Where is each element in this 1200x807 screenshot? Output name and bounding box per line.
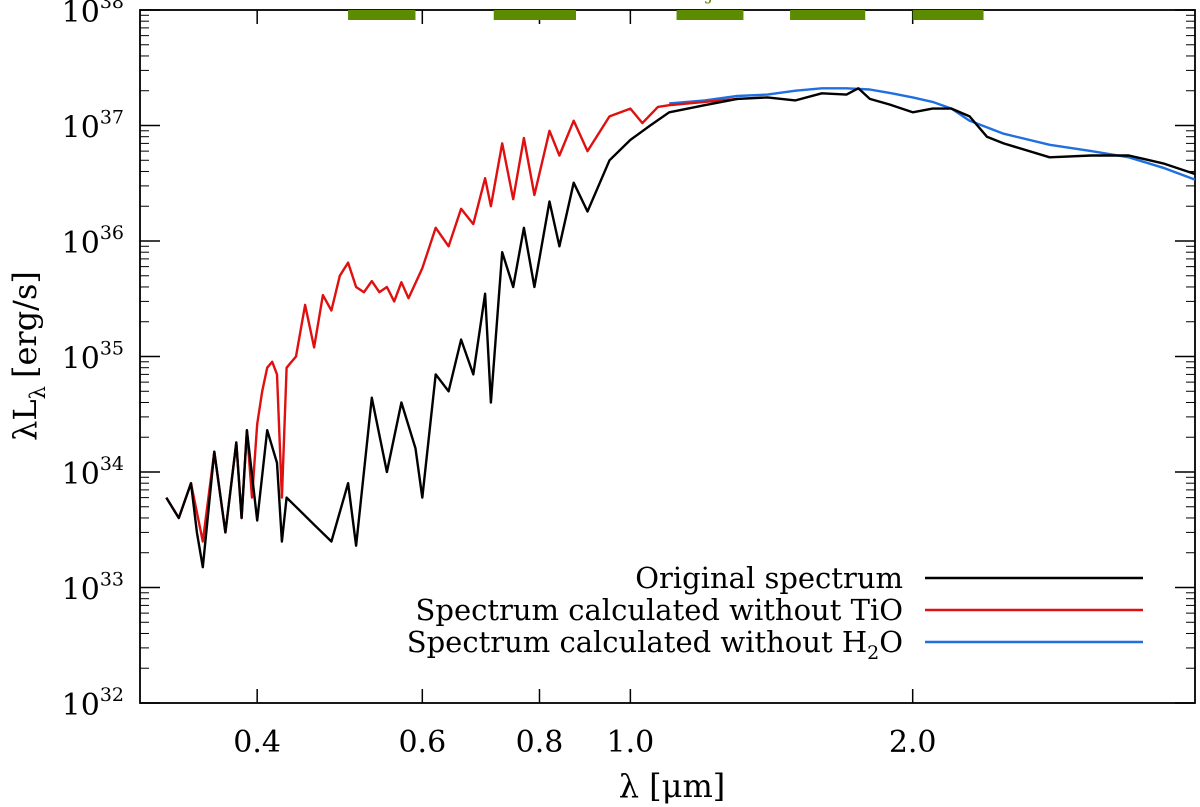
y-tick-label: 1032 bbox=[62, 684, 124, 723]
x-tick-label: 0.8 bbox=[516, 725, 564, 760]
legend-label-0: Spectrum calculated without H2O bbox=[407, 625, 903, 664]
band-label-i: I bbox=[532, 0, 539, 5]
series-line-2 bbox=[165, 87, 1196, 569]
band-label-v: V bbox=[375, 0, 389, 5]
x-axis-label: λ [μm] bbox=[619, 767, 726, 805]
y-tick-label: 1036 bbox=[62, 222, 124, 261]
band-label-h: H bbox=[820, 0, 835, 5]
x-tick-label: 1.0 bbox=[607, 725, 655, 760]
y-tick-label: 1035 bbox=[62, 338, 124, 377]
series-line-1 bbox=[165, 97, 738, 543]
legend-label-1: Spectrum calculated without TiO bbox=[416, 593, 903, 627]
y-tick-label: 1033 bbox=[62, 569, 124, 608]
y-axis-label-main: λL bbox=[6, 399, 44, 441]
band-label-k: K bbox=[942, 0, 955, 5]
x-tick-label: 0.6 bbox=[398, 725, 446, 760]
axis-ticks: 0.4 0.6 0.8 1.0 2.0 1032 1033 1034 1035 1036 1037 1… bbox=[62, 0, 1195, 760]
band-label-j: J bbox=[705, 0, 714, 5]
series-lines bbox=[165, 87, 1196, 569]
y-tick-label: 1034 bbox=[62, 453, 124, 492]
y-axis-label-unit: [erg/s] bbox=[6, 271, 44, 378]
y-tick-label: 1037 bbox=[62, 107, 124, 146]
svg-text:λLλ[erg/s]: λLλ [erg/s] bbox=[6, 271, 50, 441]
y-axis-label: λLλ [erg/s] bbox=[6, 271, 50, 441]
y-tick-label: 1038 bbox=[62, 0, 124, 30]
legend-label-2: Original spectrum bbox=[635, 561, 903, 595]
x-tick-label: 2.0 bbox=[889, 725, 937, 760]
series-line-0 bbox=[669, 87, 1196, 181]
photometric-bands: VIJHK bbox=[348, 0, 984, 20]
y-axis-label-sub: λ bbox=[26, 386, 50, 399]
x-tick-label: 0.4 bbox=[233, 725, 281, 760]
